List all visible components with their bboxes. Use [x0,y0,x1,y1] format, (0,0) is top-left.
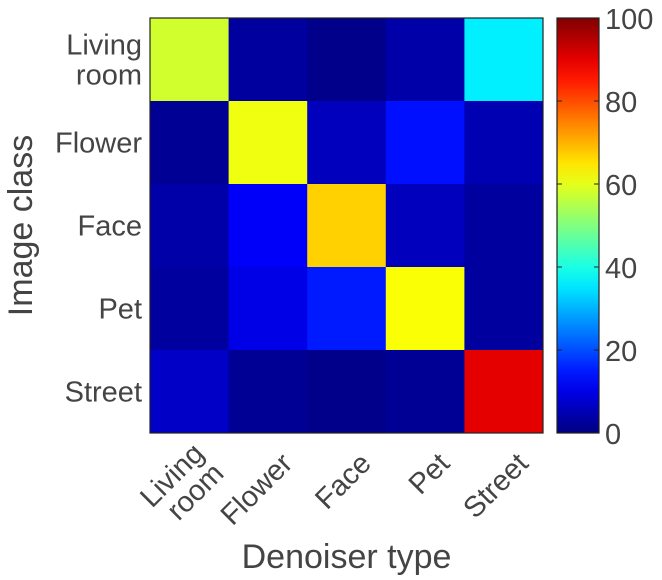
heatmap-cell-r1-c4 [464,101,544,185]
y-tick-label-line: Living [66,30,142,62]
colorbar-tick-label: 80 [605,87,637,119]
heatmap-cell-r4-c1 [228,350,308,434]
y-tick-label-line: room [76,60,142,92]
y-tick-label: Flower [55,128,142,160]
colorbar-tick-label: 40 [605,253,637,285]
colorbar [556,17,600,434]
heatmap-cell-r2-c4 [464,184,544,268]
y-axis-title: Image class [2,135,40,316]
x-tick-label-line: Pet [403,447,456,500]
heatmap-cell-r3-c0 [150,267,230,351]
y-tick-labels: Living room Flower Face Pet Street [55,30,142,409]
x-tick-label-line: Flower [215,447,299,531]
y-tick-label-line: Face [78,211,142,243]
heatmap-cell-r1-c0 [150,101,230,185]
heatmap-cell-r3-c4 [464,267,544,351]
heatmap-cell-r3-c1 [228,267,308,351]
heatmap-cell-r4-c3 [385,350,465,434]
y-tick-label: Pet [98,294,142,326]
heatmap-cell-r0-c0 [150,18,230,102]
heatmap-cell-r4-c2 [307,350,387,434]
colorbar-tick-label: 20 [605,336,637,368]
heatmap-cell-r2-c2 [307,184,387,268]
colorbar-tick-label: 100 [605,4,653,36]
colorbar-tick-label: 60 [605,170,637,202]
heatmap-cell-r1-c2 [307,101,387,185]
y-tick-label-line: Flower [55,128,142,160]
heatmap-cell-r0-c1 [228,18,308,102]
x-tick-label: Street [457,447,534,524]
heatmap-cell-r0-c2 [307,18,387,102]
x-tick-label: Face [309,447,377,515]
heatmap-cells [150,18,544,434]
y-tick-label-line: Street [65,377,142,409]
colorbar-tick-labels: 0 20 40 60 80 100 [557,4,653,451]
heatmap-cell-r3-c3 [385,267,465,351]
plot-frame [149,17,544,434]
heatmap-cell-r0-c4 [464,18,544,102]
x-tick-label: Livingroom [134,438,230,534]
x-tick-label-line: Street [457,447,534,524]
y-tick-label-line: Pet [98,294,142,326]
heatmap-cell-r4-c4 [464,350,544,434]
heatmap-cell-r2-c3 [385,184,465,268]
heatmap-cell-r1-c3 [385,101,465,185]
y-tick-label: Face [78,211,142,243]
colorbar-gradient [556,17,600,434]
heatmap-cell-r2-c1 [228,184,308,268]
heatmap-cell-r4-c0 [150,350,230,434]
y-tick-label: Living room [66,30,142,92]
heatmap-cell-r2-c0 [150,184,230,268]
y-tick-label: Street [65,377,142,409]
x-tick-label: Flower [215,447,299,531]
x-tick-label: Pet [403,447,456,500]
heatmap-cell-r0-c3 [385,18,465,102]
x-axis-title: Denoiser type [242,538,452,576]
heatmap-cell-r3-c2 [307,267,387,351]
x-tick-label-line: Face [309,447,377,515]
colorbar-tick-label: 0 [605,419,621,451]
heatmap-cell-r1-c1 [228,101,308,185]
